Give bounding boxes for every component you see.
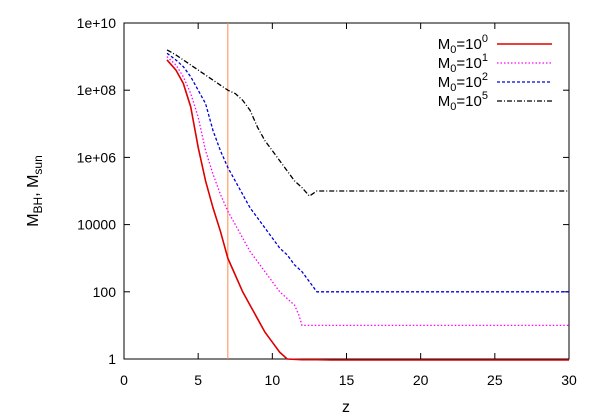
x-tick-label: 20: [413, 372, 429, 388]
legend-label-4: M0=105: [438, 90, 488, 113]
x-ticks: 0 5 10 15 20 25 30: [120, 23, 577, 388]
x-tick-label: 5: [194, 372, 202, 388]
y-tick-label: 1e+06: [77, 149, 117, 165]
series-line-1: [166, 59, 569, 361]
y-tick-label: 100: [93, 284, 117, 300]
x-tick-label: 30: [561, 372, 577, 388]
series-group: [166, 49, 569, 361]
series-line-2: [166, 56, 569, 327]
y-tick-label: 1: [108, 351, 116, 367]
y-axis-label: MBH, Msun: [25, 155, 45, 227]
series-line-3: [166, 52, 569, 293]
x-axis-label: z: [342, 399, 350, 416]
y-ticks: 1 100 10000 1e+06 1e+08 1e+10: [77, 15, 569, 367]
x-tick-label: 0: [120, 372, 128, 388]
x-tick-label: 15: [339, 372, 355, 388]
y-tick-label: 1e+08: [77, 82, 117, 98]
x-tick-label: 10: [265, 372, 281, 388]
series-line-4: [166, 49, 569, 197]
y-tick-label: 1e+10: [77, 15, 117, 31]
legend-label-3: M0=102: [438, 71, 488, 94]
legend-label-2: M0=101: [438, 52, 488, 75]
x-tick-label: 25: [487, 372, 503, 388]
y-tick-label: 10000: [77, 217, 116, 233]
legend-label-1: M0=100: [438, 33, 488, 56]
